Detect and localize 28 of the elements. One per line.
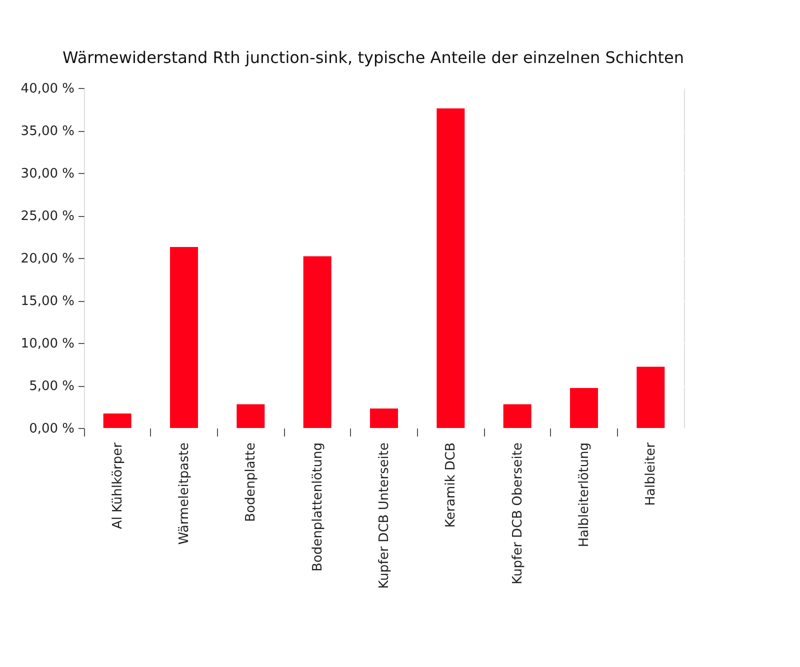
x-tick-label: Kupfer DCB Oberseite (510, 442, 526, 584)
y-tick-label: 20,00 % (20, 252, 74, 266)
y-tick-label: 30,00 % (20, 166, 74, 182)
x-tick-label: Bodenplattenlötung (310, 442, 326, 572)
bar (370, 408, 398, 428)
bar (636, 366, 665, 428)
x-tick-label: Halbleiter (644, 442, 659, 506)
bar (436, 108, 465, 428)
x-tick-label: Wärmeleitpaste (177, 442, 192, 545)
bar (570, 388, 598, 428)
y-tick-label: 5,00 % (29, 379, 74, 394)
bar (103, 414, 132, 428)
y-tick-label: 40,00 % (20, 82, 74, 96)
bar (170, 246, 198, 428)
x-tick-label: Kupfer DCB Unterseite (377, 442, 392, 589)
x-tick-label: Halbleiterlötung (577, 442, 592, 548)
chart-title: Wärmewiderstand Rth junction-sink, typische Anteile der einzelnen Schichten (62, 48, 684, 67)
bar (503, 404, 532, 428)
y-tick-label: 15,00 % (20, 294, 74, 309)
y-tick-label: 0,00 % (29, 422, 74, 436)
bar (236, 404, 265, 428)
x-tick-label: Keramik DCB (444, 442, 459, 528)
x-tick-label: Al Kühlkörper (110, 442, 126, 530)
x-tick-label: Bodenplatte (244, 442, 259, 522)
bar (303, 256, 332, 428)
y-tick-label: 10,00 % (20, 336, 74, 352)
y-tick-label: 35,00 % (20, 124, 74, 139)
y-tick-label: 25,00 % (20, 209, 74, 224)
